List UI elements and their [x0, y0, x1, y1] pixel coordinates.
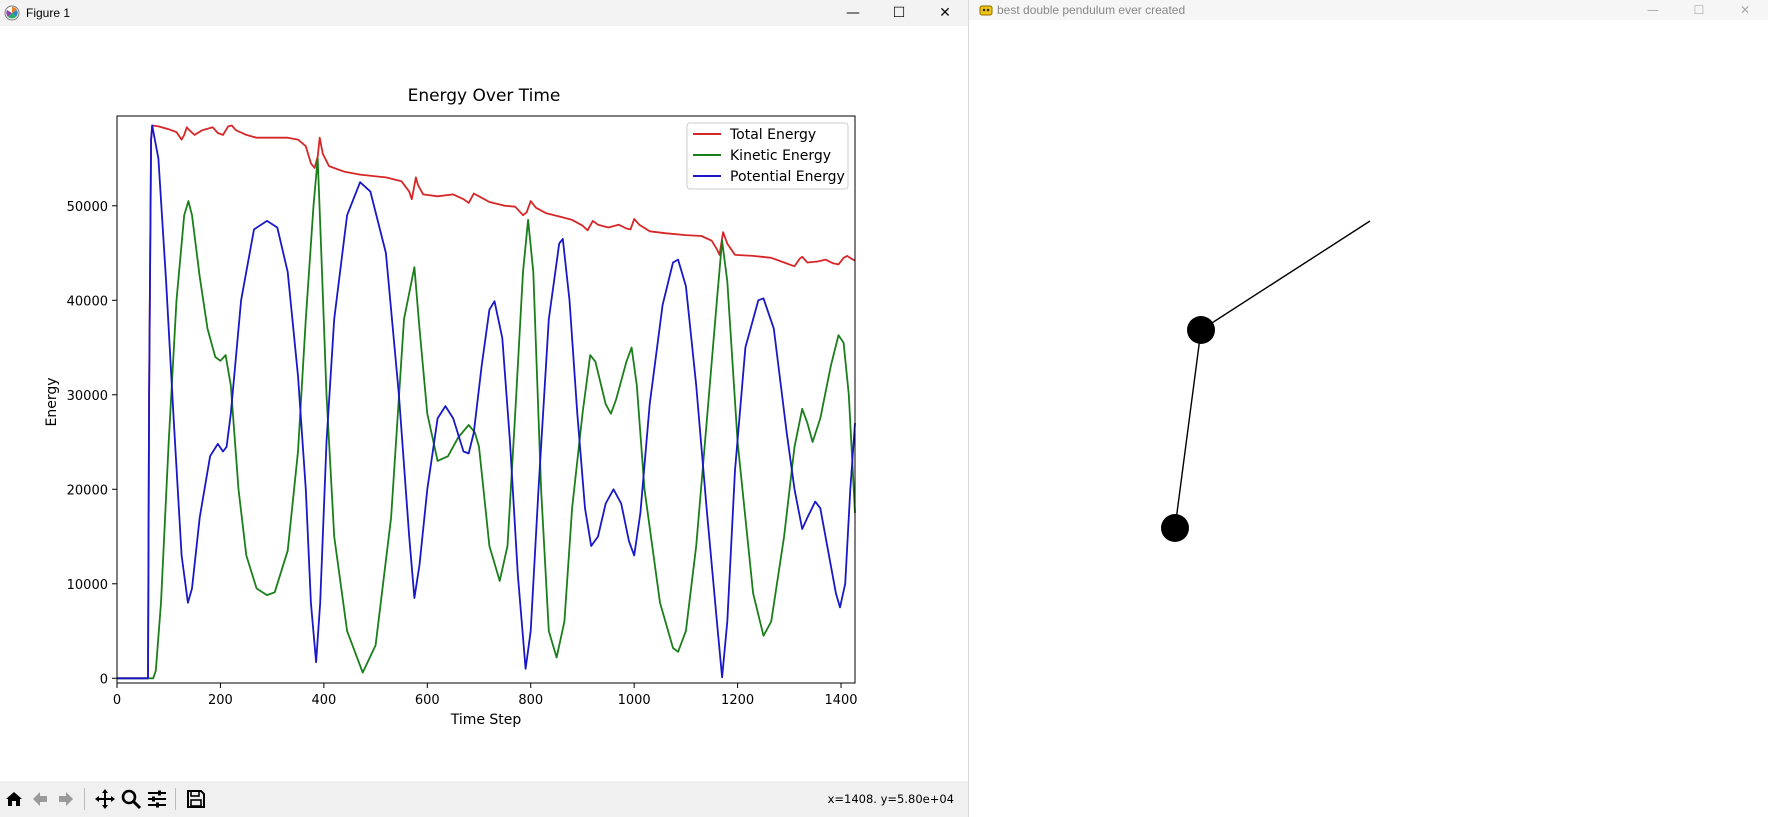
matplotlib-app-icon: [4, 5, 20, 21]
legend-box: [686, 122, 849, 190]
pendulum-bob-lower: [1161, 514, 1189, 542]
zoom-icon: [121, 789, 142, 810]
home-button[interactable]: [2, 787, 26, 811]
pendulum-bob-upper: [1187, 316, 1215, 344]
pendulum-canvas: [1161, 220, 1371, 542]
figure-window: Figure 1 — ☐ ✕ Energy Over Time 0 200 400 6…: [0, 0, 969, 817]
minimize-icon: —: [846, 5, 860, 21]
pygame-app-icon: [979, 5, 993, 16]
zoom-button[interactable]: [119, 787, 143, 811]
y-tick-label: 30000: [67, 389, 108, 404]
cursor-coordinates: x=1408. y=5.80e+04: [827, 792, 954, 806]
close-button[interactable]: ✕: [922, 0, 968, 26]
x-axis-label: Time Step: [450, 712, 522, 728]
y-tick-label: 0: [100, 672, 108, 687]
pan-icon: [95, 789, 115, 809]
y-tick-label: 40000: [67, 294, 108, 309]
legend: Total Energy Kinetic Energy Potential En…: [686, 122, 849, 190]
series-line-potential-energy: [117, 124, 856, 680]
save-button[interactable]: [184, 787, 208, 811]
close-icon: ✕: [1739, 3, 1751, 17]
figure-titlebar[interactable]: Figure 1 — ☐ ✕: [0, 0, 968, 26]
toolbar-separator: [175, 788, 176, 810]
x-tick-label: 400: [311, 693, 336, 708]
ticks-layer: 0 200 400 600 800 1000 1200 1400 0 10000 20000 3000…: [67, 200, 858, 708]
legend-label-total: Total Energy: [729, 127, 816, 143]
pendulum-rod-lower: [1174, 329, 1202, 529]
figure-canvas[interactable]: Energy Over Time 0 200 400 600 800 1000 1200 14…: [0, 26, 968, 781]
x-tick-label: 200: [208, 693, 233, 708]
navigation-toolbar: x=1408. y=5.80e+04: [0, 781, 968, 817]
series-line-total-energy: [117, 124, 856, 680]
x-tick-label: 600: [415, 693, 440, 708]
chart-title: Energy Over Time: [408, 86, 561, 106]
maximize-icon: ☐: [1693, 3, 1705, 17]
y-tick-label: 20000: [67, 483, 108, 498]
x-tick-label: 800: [518, 693, 543, 708]
y-tick-label: 10000: [67, 578, 108, 593]
legend-label-potential: Potential Energy: [730, 169, 845, 185]
maximize-button[interactable]: ☐: [876, 0, 922, 26]
x-tick-label: 1000: [618, 693, 651, 708]
minimize-button[interactable]: —: [1630, 0, 1676, 20]
close-button[interactable]: ✕: [1722, 0, 1768, 20]
configure-subplots-button[interactable]: [145, 787, 169, 811]
back-button[interactable]: [28, 787, 52, 811]
x-tick-label: 1200: [721, 693, 754, 708]
pendulum-rod-upper: [1200, 220, 1371, 331]
x-tick-label: 1400: [824, 693, 857, 708]
minimize-icon: —: [1647, 3, 1659, 17]
minimize-button[interactable]: —: [830, 0, 876, 26]
pendulum-titlebar[interactable]: best double pendulum ever created — ☐ ✕: [969, 0, 1768, 20]
y-tick-label: 50000: [67, 200, 108, 215]
pendulum-window-title: best double pendulum ever created: [997, 3, 1186, 17]
legend-label-kinetic: Kinetic Energy: [730, 148, 831, 164]
configure-icon: [148, 790, 166, 808]
energy-chart: Energy Over Time 0 200 400 600 800 1000 1200 14…: [44, 86, 858, 728]
save-icon: [187, 790, 205, 808]
x-tick-label: 0: [113, 693, 121, 708]
maximize-button[interactable]: ☐: [1676, 0, 1722, 20]
axes-frame: [116, 115, 856, 684]
series-layer: [117, 124, 856, 680]
pan-button[interactable]: [93, 787, 117, 811]
forward-button[interactable]: [54, 787, 78, 811]
close-icon: ✕: [939, 5, 951, 21]
forward-icon: [59, 792, 73, 806]
pendulum-window: best double pendulum ever created — ☐ ✕: [969, 0, 1768, 817]
maximize-icon: ☐: [892, 5, 906, 21]
toolbar-separator: [84, 788, 85, 810]
y-axis-label: Energy: [44, 377, 60, 426]
series-line-kinetic-energy: [117, 157, 856, 680]
figure-window-title: Figure 1: [26, 6, 71, 20]
back-icon: [33, 792, 47, 806]
home-icon: [6, 792, 22, 806]
